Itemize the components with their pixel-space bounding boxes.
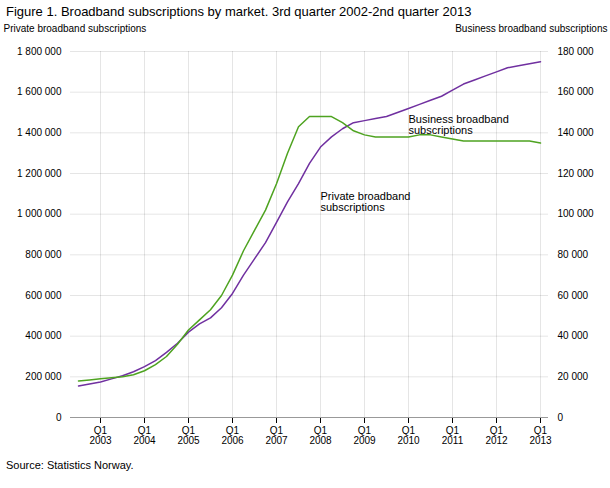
svg-text:60 000: 60 000 — [558, 290, 589, 301]
svg-text:Q12006: Q12006 — [221, 425, 244, 446]
svg-text:20 000: 20 000 — [558, 371, 589, 382]
svg-text:Private broadbandsubscriptions: Private broadbandsubscriptions — [321, 190, 411, 213]
svg-text:1 200 000: 1 200 000 — [17, 168, 62, 179]
svg-text:180 000: 180 000 — [558, 46, 595, 57]
svg-text:1 400 000: 1 400 000 — [17, 127, 62, 138]
svg-text:120 000: 120 000 — [558, 168, 595, 179]
svg-text:1 800 000: 1 800 000 — [17, 46, 62, 57]
svg-text:Q12010: Q12010 — [397, 425, 420, 446]
svg-text:0: 0 — [56, 412, 62, 423]
svg-text:100 000: 100 000 — [558, 208, 595, 219]
html-text:Figure 1. Broadband subscripti: Figure 1. Broadband subscriptions by mar… — [6, 4, 472, 19]
svg-text:Q12007: Q12007 — [265, 425, 288, 446]
svg-text:Business broadband subscriptio: Business broadband subscriptions — [455, 23, 607, 34]
svg-text:Q12009: Q12009 — [353, 425, 376, 446]
svg-text:Q12011: Q12011 — [442, 425, 464, 446]
svg-text:140 000: 140 000 — [558, 127, 595, 138]
svg-text:0: 0 — [558, 412, 564, 423]
svg-text:80 000: 80 000 — [558, 249, 589, 260]
svg-text:40 000: 40 000 — [558, 330, 589, 341]
svg-text:400 000: 400 000 — [25, 330, 62, 341]
svg-text:600 000: 600 000 — [25, 290, 62, 301]
svg-text:Q12012: Q12012 — [485, 425, 508, 446]
svg-text:1 600 000: 1 600 000 — [17, 86, 62, 97]
svg-text:Q12004: Q12004 — [133, 425, 156, 446]
svg-text:Private broadband subscription: Private broadband subscriptions — [4, 23, 147, 34]
svg-text:Q12013: Q12013 — [529, 425, 552, 446]
svg-text:Q12005: Q12005 — [177, 425, 200, 446]
svg-text:Business broadbandsubscription: Business broadbandsubscriptions — [409, 113, 509, 136]
svg-text:Q12008: Q12008 — [309, 425, 332, 446]
svg-text:200 000: 200 000 — [25, 371, 62, 382]
svg-text:1 000 000: 1 000 000 — [17, 208, 62, 219]
svg-text:160 000: 160 000 — [558, 86, 595, 97]
html-text:Source: Statistics Norway.: Source: Statistics Norway. — [6, 459, 134, 471]
svg-text:Q12003: Q12003 — [89, 425, 112, 446]
svg-text:800 000: 800 000 — [25, 249, 62, 260]
